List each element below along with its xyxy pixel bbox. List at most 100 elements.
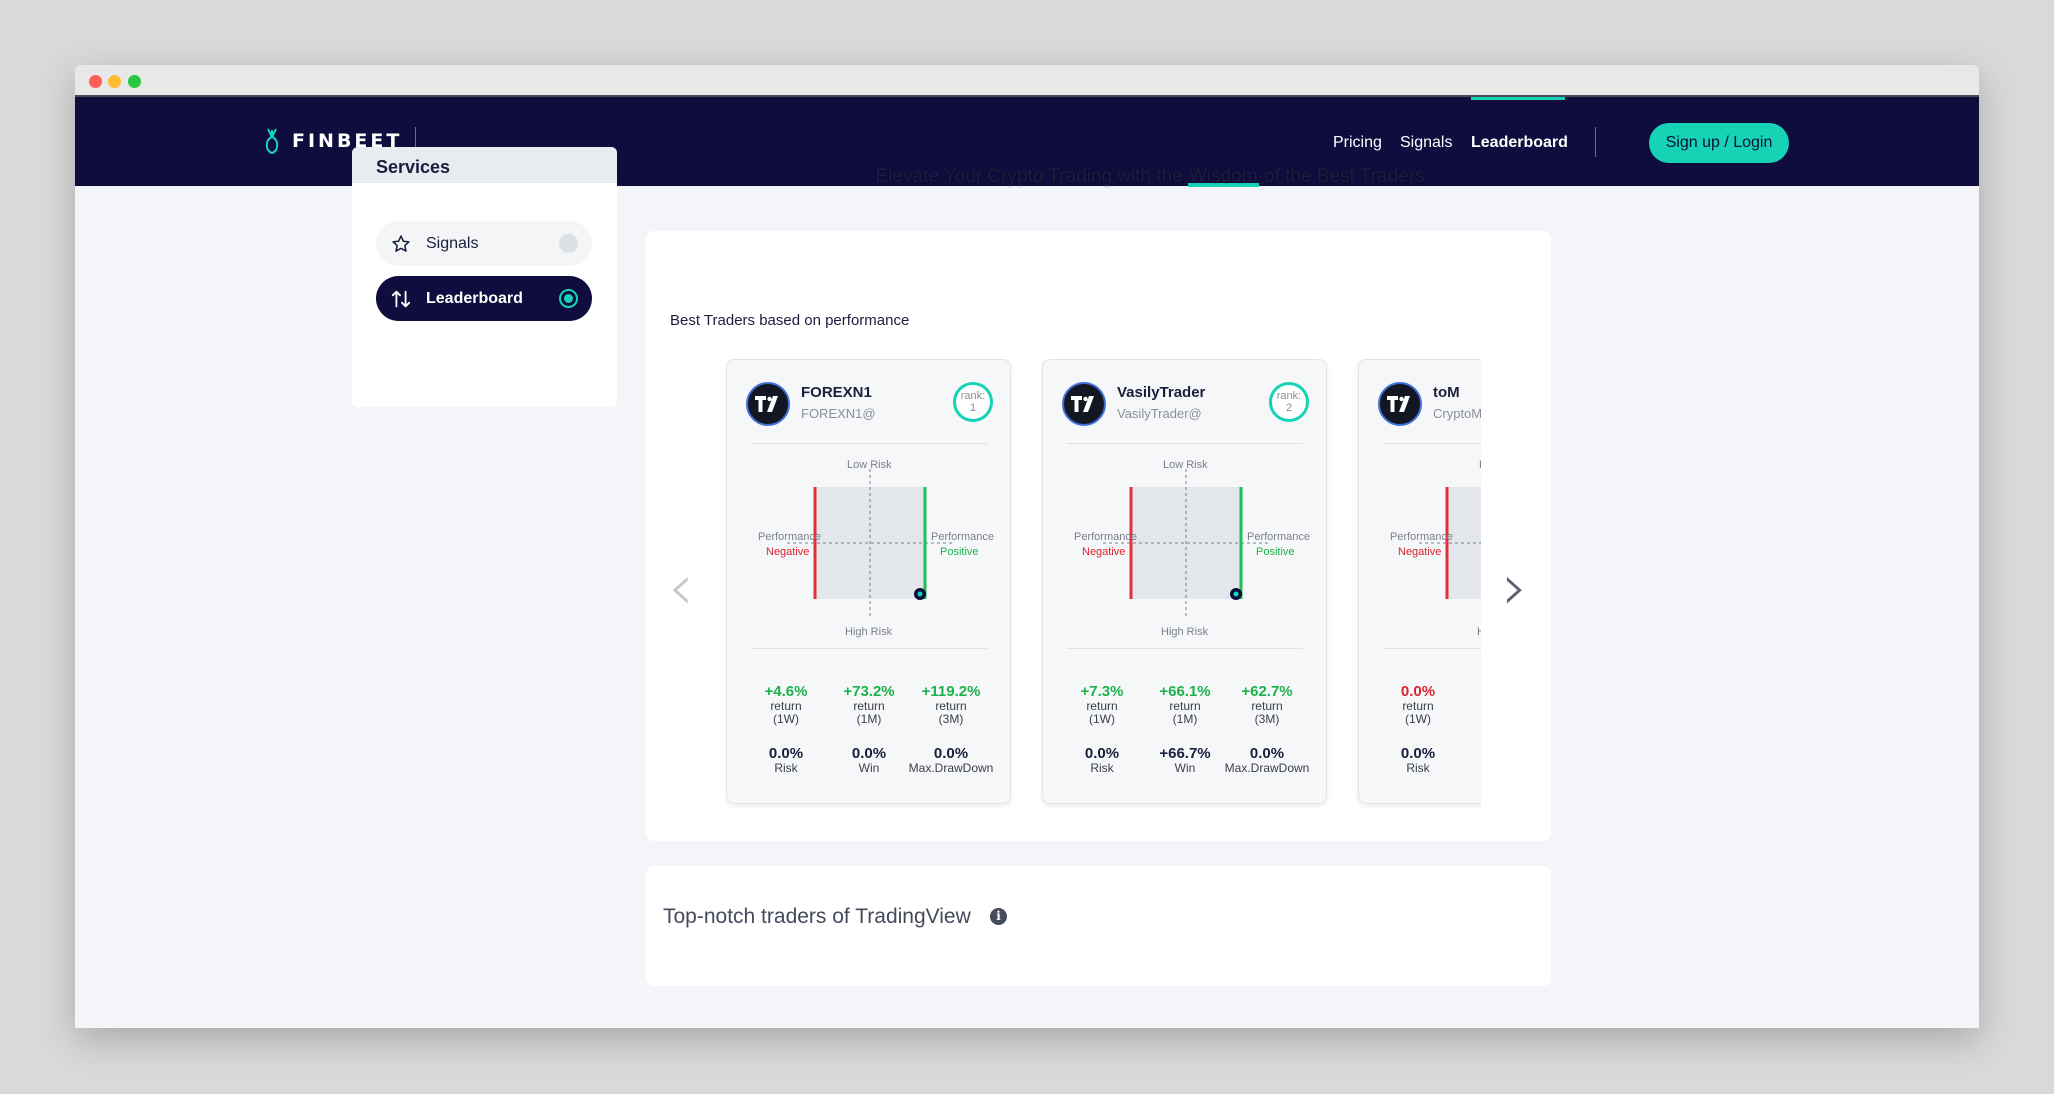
headline-text: Elevate Your Crypto Trading with the xyxy=(875,166,1183,187)
metric-value: 0.0% xyxy=(1084,745,1120,762)
return-period: (3M) xyxy=(1254,712,1280,726)
divider xyxy=(1383,443,1481,444)
metric-stat: +66.7% Win xyxy=(1142,745,1228,775)
trader-name[interactable]: VasilyTrader xyxy=(1117,384,1206,401)
chart-label-top: Low Risk xyxy=(1479,459,1481,471)
carousel-prev-button[interactable]: ‹ xyxy=(668,551,694,625)
return-value: + xyxy=(1458,683,1481,700)
section-subtitle: Best Traders based on performance xyxy=(670,312,910,329)
return-stat: 0.0% return (1W) xyxy=(1375,683,1461,726)
brand-name: FINBEET xyxy=(292,130,403,152)
nav-leaderboard[interactable]: Leaderboard xyxy=(1471,134,1568,151)
carousel-next-button[interactable]: › xyxy=(1502,551,1528,625)
metric-label: Win xyxy=(858,761,880,775)
return-stat: +62.7% return (3M) xyxy=(1224,683,1310,726)
return-period: (1W) xyxy=(1089,712,1115,726)
metric-label: Win xyxy=(1174,761,1196,775)
chart-label-negative: Negative xyxy=(1082,546,1126,558)
return-value: +4.6% xyxy=(764,683,808,700)
metric-value: 0.0% xyxy=(851,745,887,762)
chart-label-bottom: High Risk xyxy=(1161,626,1209,638)
metric-stat: 0.0% Risk xyxy=(1375,745,1461,775)
metric-stat: 0.0% Max.DrawDown xyxy=(908,745,994,775)
metric-value: 0.0% xyxy=(768,745,804,762)
nav-pricing[interactable]: Pricing xyxy=(1333,134,1382,151)
trader-handle: CryptoMa xyxy=(1433,406,1481,421)
chart-label-top: Low Risk xyxy=(847,459,892,471)
headline-text: of the Best Traders xyxy=(1264,166,1425,187)
rank-label: rank: xyxy=(1276,390,1302,402)
return-period: (1M) xyxy=(856,712,882,726)
tradingview-avatar xyxy=(1378,382,1422,426)
metric-stat: 0.0% Win xyxy=(826,745,912,775)
sidebar-item-label: Leaderboard xyxy=(426,289,523,307)
trader-name[interactable]: FOREXN1 xyxy=(801,384,872,401)
return-period: (1M) xyxy=(1172,712,1198,726)
return-stat: +119.2% return (3M) xyxy=(908,683,994,726)
chart-label-negative: Negative xyxy=(1398,546,1442,558)
headline-highlight: Wisdom xyxy=(1188,166,1259,187)
return-value: +119.2% xyxy=(921,683,981,700)
return-value: +73.2% xyxy=(843,683,895,700)
return-period: (1W) xyxy=(773,712,799,726)
rank-value: 1 xyxy=(969,402,977,414)
chart-label-right-title: Performance xyxy=(931,531,994,543)
nav-active-indicator xyxy=(1471,97,1565,100)
maximize-window-button[interactable] xyxy=(128,75,141,88)
return-label: return xyxy=(770,699,802,713)
tradingview-logo-icon xyxy=(1071,396,1094,412)
sidebar-item-label: Signals xyxy=(426,234,479,252)
return-label: return xyxy=(1086,699,1118,713)
return-stat: + xyxy=(1458,683,1481,700)
return-stat: +73.2% return (1M) xyxy=(826,683,912,726)
metric-label: Risk xyxy=(1406,761,1430,775)
return-value: 0.0% xyxy=(1400,683,1436,700)
services-title: Services xyxy=(352,147,617,183)
metric-value: +: xyxy=(1458,745,1481,762)
beet-logo-icon xyxy=(265,128,279,155)
minimize-window-button[interactable] xyxy=(108,75,121,88)
finbeet-logo[interactable]: FINBEET xyxy=(262,127,402,155)
metric-value: 0.0% xyxy=(1400,745,1436,762)
tradingview-avatar xyxy=(746,382,790,426)
window-titlebar xyxy=(75,65,1979,97)
signup-login-button[interactable]: Sign up / Login xyxy=(1649,123,1789,163)
divider xyxy=(1067,443,1303,444)
signals-radio[interactable] xyxy=(559,234,578,253)
info-icon[interactable]: i xyxy=(990,908,1007,925)
metric-stat: 0.0% Risk xyxy=(743,745,829,775)
chart-label-top: Low Risk xyxy=(1163,459,1208,471)
trader-card[interactable]: FOREXN1 FOREXN1@ rank: 1 Low Risk High Risk Pe… xyxy=(726,359,1011,804)
quadrant-svg xyxy=(787,469,953,617)
nav-signals[interactable]: Signals xyxy=(1400,134,1453,151)
leaderboard-radio[interactable] xyxy=(559,289,578,308)
rank-badge: rank: 2 xyxy=(1269,382,1309,422)
best-traders-panel: Best Traders based on performance FOREXN… xyxy=(646,231,1551,841)
divider xyxy=(751,648,987,649)
return-value: +7.3% xyxy=(1080,683,1124,700)
chart-label-positive: Positive xyxy=(1256,546,1295,558)
tradingview-logo-icon xyxy=(755,396,778,412)
divider xyxy=(1383,648,1481,649)
return-stat: +4.6% return (1W) xyxy=(743,683,829,726)
sidebar-item-signals[interactable]: Signals xyxy=(376,221,592,266)
return-label: return xyxy=(1402,699,1434,713)
sidebar-item-leaderboard[interactable]: Leaderboard xyxy=(376,276,592,321)
sort-arrows-icon xyxy=(390,288,412,310)
trader-card[interactable]: VasilyTrader VasilyTrader@ rank: 2 Low Risk H… xyxy=(1042,359,1327,804)
return-period: (3M) xyxy=(938,712,964,726)
section-title: Top-notch traders of TradingView xyxy=(663,905,971,928)
chart-label-bottom: High Risk xyxy=(845,626,893,638)
chart-label-left-title: Performance xyxy=(1074,531,1137,543)
rank-label: rank: xyxy=(960,390,986,402)
trader-name[interactable]: toM xyxy=(1433,384,1460,401)
return-label: return xyxy=(1169,699,1201,713)
tradingview-avatar xyxy=(1062,382,1106,426)
close-window-button[interactable] xyxy=(89,75,102,88)
tradingview-section: Top-notch traders of TradingView i xyxy=(646,866,1551,986)
return-period: (1W) xyxy=(1405,712,1431,726)
trader-handle: VasilyTrader@ xyxy=(1117,406,1202,421)
